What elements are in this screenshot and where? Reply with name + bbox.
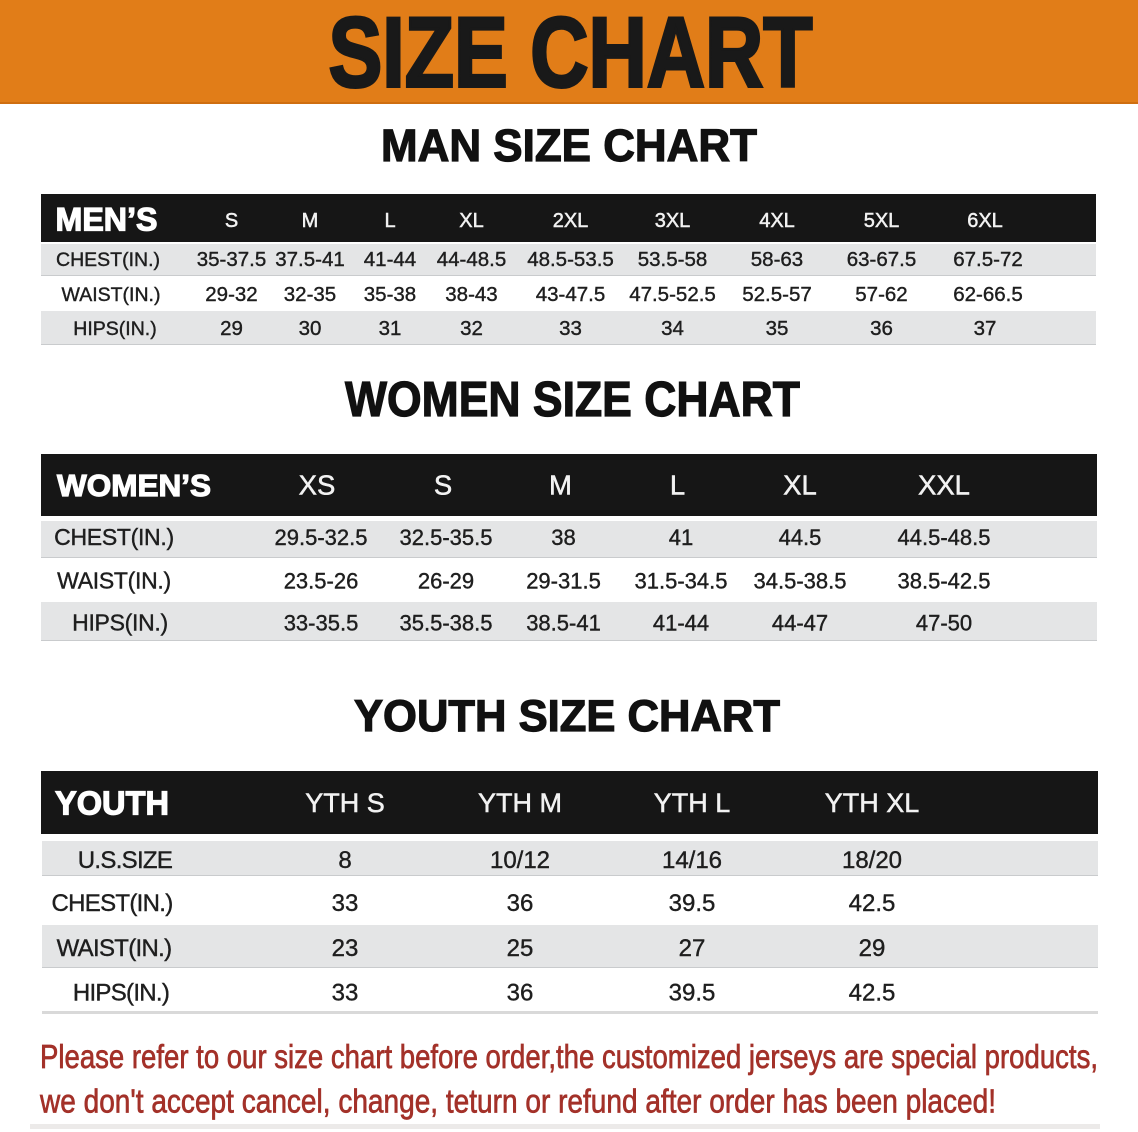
svg-text:S: S	[434, 470, 452, 501]
svg-text:U.S.SIZE: U.S.SIZE	[78, 847, 172, 874]
svg-text:Please refer to our size chart: Please refer to our size chart before or…	[40, 1039, 1098, 1076]
svg-text:10/12: 10/12	[490, 847, 550, 874]
svg-text:S: S	[225, 210, 238, 232]
svg-text:XS: XS	[299, 470, 336, 501]
svg-text:38: 38	[551, 525, 575, 550]
svg-text:YTH S: YTH S	[305, 788, 385, 818]
svg-text:34: 34	[661, 317, 684, 340]
svg-text:CHEST(IN.): CHEST(IN.)	[52, 890, 173, 917]
svg-text:29-32: 29-32	[205, 283, 257, 306]
svg-text:48.5-53.5: 48.5-53.5	[527, 248, 614, 271]
svg-text:YOUTH SIZE CHART: YOUTH SIZE CHART	[354, 692, 780, 741]
svg-text:67.5-72: 67.5-72	[953, 248, 1023, 271]
svg-text:39.5: 39.5	[669, 980, 716, 1007]
svg-text:37: 37	[974, 317, 997, 340]
svg-text:32.5-35.5: 32.5-35.5	[400, 525, 493, 550]
svg-text:34.5-38.5: 34.5-38.5	[754, 569, 847, 594]
svg-text:41-44: 41-44	[653, 611, 709, 636]
svg-text:35-37.5: 35-37.5	[197, 248, 267, 271]
svg-text:8: 8	[338, 847, 351, 874]
svg-text:29-31.5: 29-31.5	[526, 569, 601, 594]
svg-text:36: 36	[507, 980, 534, 1007]
svg-text:38.5-41: 38.5-41	[526, 611, 601, 636]
svg-text:36: 36	[870, 317, 893, 340]
svg-text:29.5-32.5: 29.5-32.5	[275, 525, 368, 550]
svg-text:HIPS(IN.): HIPS(IN.)	[73, 980, 169, 1007]
svg-text:MAN SIZE CHART: MAN SIZE CHART	[381, 120, 757, 171]
svg-text:35.5-38.5: 35.5-38.5	[400, 611, 493, 636]
svg-text:WOMEN SIZE CHART: WOMEN SIZE CHART	[345, 373, 800, 427]
svg-text:M: M	[549, 470, 572, 501]
svg-text:32-35: 32-35	[284, 283, 336, 306]
svg-text:62-66.5: 62-66.5	[953, 283, 1023, 306]
svg-text:CHEST(IN.): CHEST(IN.)	[54, 524, 174, 550]
svg-text:31.5-34.5: 31.5-34.5	[635, 569, 728, 594]
svg-text:L: L	[384, 210, 395, 232]
svg-text:41-44: 41-44	[364, 248, 416, 271]
svg-text:31: 31	[379, 317, 402, 340]
svg-text:44.5-48.5: 44.5-48.5	[898, 525, 991, 550]
svg-text:WOMEN’S: WOMEN’S	[57, 468, 211, 503]
svg-text:30: 30	[299, 317, 322, 340]
svg-text:38-43: 38-43	[445, 283, 497, 306]
svg-text:M: M	[302, 210, 319, 232]
svg-text:63-67.5: 63-67.5	[847, 248, 917, 271]
svg-text:23.5-26: 23.5-26	[284, 569, 359, 594]
svg-text:43-47.5: 43-47.5	[536, 283, 606, 306]
svg-text:L: L	[670, 470, 685, 501]
svg-text:4XL: 4XL	[759, 210, 795, 232]
svg-text:44-48.5: 44-48.5	[437, 248, 507, 271]
svg-text:SIZE CHART: SIZE CHART	[329, 0, 813, 108]
svg-text:YTH M: YTH M	[478, 788, 562, 818]
svg-text:HIPS(IN.): HIPS(IN.)	[72, 610, 168, 636]
svg-text:CHEST(IN.): CHEST(IN.)	[56, 249, 160, 271]
svg-text:XL: XL	[783, 470, 817, 501]
svg-text:YOUTH: YOUTH	[55, 785, 169, 822]
svg-text:18/20: 18/20	[842, 847, 902, 874]
svg-text:35-38: 35-38	[364, 283, 416, 306]
svg-text:we don't accept cancel, change: we don't accept cancel, change, teturn o…	[39, 1084, 996, 1121]
svg-text:33: 33	[332, 980, 359, 1007]
svg-text:57-62: 57-62	[855, 283, 907, 306]
svg-text:14/16: 14/16	[662, 847, 722, 874]
svg-text:5XL: 5XL	[864, 210, 900, 232]
svg-text:XL: XL	[459, 210, 483, 232]
svg-text:6XL: 6XL	[967, 210, 1003, 232]
svg-text:33: 33	[332, 890, 359, 917]
svg-text:47.5-52.5: 47.5-52.5	[629, 283, 716, 306]
svg-text:42.5: 42.5	[849, 890, 896, 917]
svg-text:25: 25	[507, 935, 534, 962]
svg-text:44-47: 44-47	[772, 611, 828, 636]
svg-text:23: 23	[332, 935, 359, 962]
svg-text:42.5: 42.5	[849, 980, 896, 1007]
svg-text:MEN’S: MEN’S	[56, 202, 158, 238]
svg-text:3XL: 3XL	[655, 210, 691, 232]
svg-text:29: 29	[220, 317, 243, 340]
svg-text:YTH XL: YTH XL	[825, 788, 920, 818]
svg-text:36: 36	[507, 890, 534, 917]
svg-text:58-63: 58-63	[751, 248, 803, 271]
svg-text:47-50: 47-50	[916, 611, 972, 636]
svg-text:HIPS(IN.): HIPS(IN.)	[73, 318, 156, 340]
svg-text:33: 33	[559, 317, 582, 340]
svg-text:38.5-42.5: 38.5-42.5	[898, 569, 991, 594]
svg-text:41: 41	[669, 525, 693, 550]
svg-text:2XL: 2XL	[553, 210, 589, 232]
svg-text:35: 35	[766, 317, 789, 340]
svg-text:26-29: 26-29	[418, 569, 474, 594]
svg-text:53.5-58: 53.5-58	[638, 248, 708, 271]
svg-text:WAIST(IN.): WAIST(IN.)	[62, 284, 161, 306]
svg-text:YTH L: YTH L	[654, 788, 731, 818]
svg-text:33-35.5: 33-35.5	[284, 611, 359, 636]
svg-text:WAIST(IN.): WAIST(IN.)	[57, 935, 172, 962]
svg-text:44.5: 44.5	[779, 525, 822, 550]
svg-text:37.5-41: 37.5-41	[275, 248, 345, 271]
svg-text:39.5: 39.5	[669, 890, 716, 917]
svg-text:52.5-57: 52.5-57	[742, 283, 812, 306]
svg-text:27: 27	[679, 935, 706, 962]
svg-text:29: 29	[859, 935, 886, 962]
svg-text:XXL: XXL	[918, 470, 970, 501]
svg-text:WAIST(IN.): WAIST(IN.)	[57, 568, 171, 594]
svg-text:32: 32	[460, 317, 483, 340]
